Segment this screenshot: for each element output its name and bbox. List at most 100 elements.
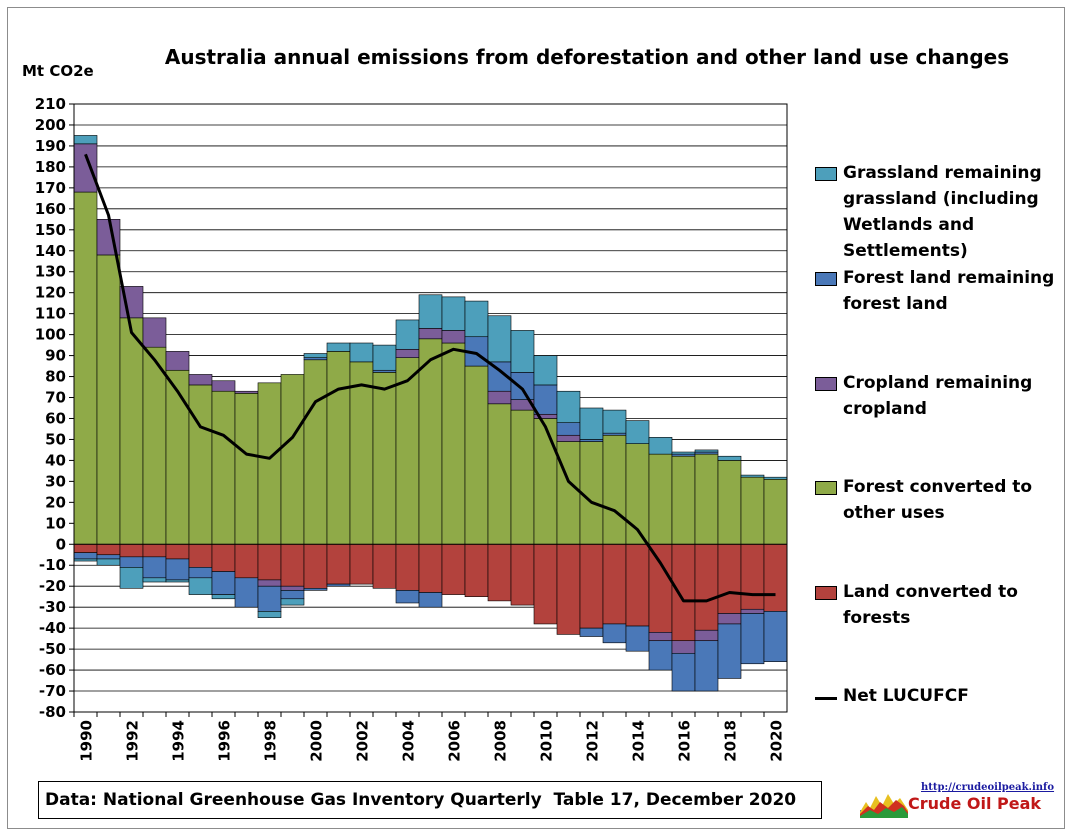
- bar-segment: [441, 296, 466, 331]
- bar-segment: [303, 588, 328, 591]
- y-tick-label: 170: [35, 179, 66, 197]
- bar-segment: [418, 338, 443, 545]
- bar-segment: [740, 476, 765, 545]
- y-tick-label: 110: [35, 305, 66, 323]
- bar-segment: [142, 543, 167, 558]
- bar-segment: [464, 300, 489, 338]
- crude-oil-peak-logo: http://crudeoilpeak.info Crude Oil Peak: [858, 782, 1054, 822]
- bar-segment: [188, 384, 213, 545]
- bar-segment: [119, 543, 144, 558]
- bar-segment: [510, 409, 535, 545]
- y-tick-label: -80: [39, 703, 66, 721]
- y-tick-label: 120: [35, 284, 66, 302]
- bar-segment: [188, 577, 213, 595]
- bar-segment: [303, 359, 328, 545]
- bar-segment: [165, 558, 190, 581]
- bar-segment: [165, 369, 190, 545]
- bar-segment: [73, 143, 98, 193]
- bar-segment: [257, 543, 282, 581]
- bar-segment: [648, 640, 673, 671]
- bar-segment: [257, 585, 282, 612]
- source-note: Data: National Greenhouse Gas Inventory …: [38, 781, 822, 819]
- bar-segment: [326, 342, 351, 352]
- bar-segment: [73, 135, 98, 145]
- bar-segment: [533, 543, 558, 625]
- bar-segment: [418, 294, 443, 329]
- logo-url-link[interactable]: http://crudeoilpeak.info: [921, 782, 1055, 793]
- legend-label: Forest land remaining forest land: [843, 265, 1054, 317]
- bar-segment: [211, 543, 236, 572]
- bar-segment: [326, 583, 351, 587]
- bar-segment: [96, 543, 121, 556]
- bar-segment: [740, 608, 765, 614]
- y-tick-label: 40: [45, 451, 66, 469]
- bar-segment: [96, 554, 121, 560]
- legend-line-swatch: [815, 697, 837, 700]
- bar-segment: [694, 629, 719, 642]
- legend-item: Grassland remaining grassland (including W…: [815, 160, 1042, 264]
- bar-segment: [234, 543, 259, 579]
- bar-segment: [142, 317, 167, 348]
- x-tick-label: 2004: [400, 720, 418, 762]
- bar-segment: [326, 543, 351, 585]
- legend-label-line: forests: [843, 608, 911, 628]
- bar-segment: [763, 543, 788, 612]
- bar-segment: [717, 613, 742, 625]
- bar-segment: [625, 420, 650, 444]
- y-tick-label: -50: [39, 640, 66, 658]
- bar-segment: [533, 384, 558, 415]
- bar-segment: [395, 319, 420, 350]
- bar-segment: [280, 590, 305, 600]
- bar-segment: [694, 543, 719, 631]
- bar-segment: [740, 613, 765, 665]
- bar-segment: [717, 455, 742, 461]
- bar-segment: [119, 556, 144, 568]
- bar-segment: [211, 594, 236, 600]
- bar-segment: [280, 543, 305, 587]
- bar-segment: [165, 543, 190, 560]
- bar-segment: [188, 543, 213, 568]
- y-tick-label: 90: [45, 347, 66, 365]
- bar-segment: [671, 652, 696, 692]
- x-tick-label: 1992: [124, 720, 142, 762]
- x-tick-label: 2002: [354, 720, 372, 762]
- bar-segment: [694, 640, 719, 692]
- bar-segment: [510, 372, 535, 400]
- bar-segment: [234, 390, 259, 394]
- legend-item: Forest converted to other uses: [815, 474, 1032, 526]
- bar-segment: [763, 476, 788, 480]
- bar-segment: [96, 254, 121, 545]
- bar-segment: [418, 328, 443, 340]
- y-tick-label: -40: [39, 619, 66, 637]
- bar-segment: [602, 543, 627, 625]
- bar-segment: [303, 357, 328, 361]
- y-tick-label: -10: [39, 556, 66, 574]
- bar-segment: [73, 543, 98, 553]
- legend-item: Net LUCUFCF: [815, 683, 969, 709]
- plot-border: [73, 103, 788, 713]
- bar-segment: [96, 558, 121, 566]
- y-tick-label: -30: [39, 598, 66, 616]
- bar-segment: [579, 627, 604, 637]
- x-tick-label: 2016: [676, 720, 694, 762]
- bar-segment: [73, 552, 98, 560]
- bar-segment: [441, 330, 466, 344]
- bar-segment: [671, 455, 696, 545]
- legend-item: Cropland remaining cropland: [815, 370, 1032, 422]
- y-tick-label: 100: [35, 326, 66, 344]
- bar-segment: [510, 330, 535, 373]
- legend-label-line: other uses: [843, 503, 945, 523]
- y-tick-label: 150: [35, 221, 66, 239]
- bar-segment: [533, 418, 558, 545]
- legend-label: Grassland remaining grassland (including W…: [843, 160, 1042, 264]
- bar-segment: [763, 478, 788, 545]
- bar-segment: [579, 441, 604, 545]
- bar-segment: [119, 317, 144, 545]
- bar-segment: [257, 382, 282, 545]
- bar-segment: [234, 577, 259, 608]
- bar-segment: [188, 567, 213, 579]
- bar-segment: [211, 390, 236, 545]
- legend-label: Forest converted to other uses: [843, 474, 1032, 526]
- chart-title: Australia annual emissions from deforest…: [165, 45, 1009, 69]
